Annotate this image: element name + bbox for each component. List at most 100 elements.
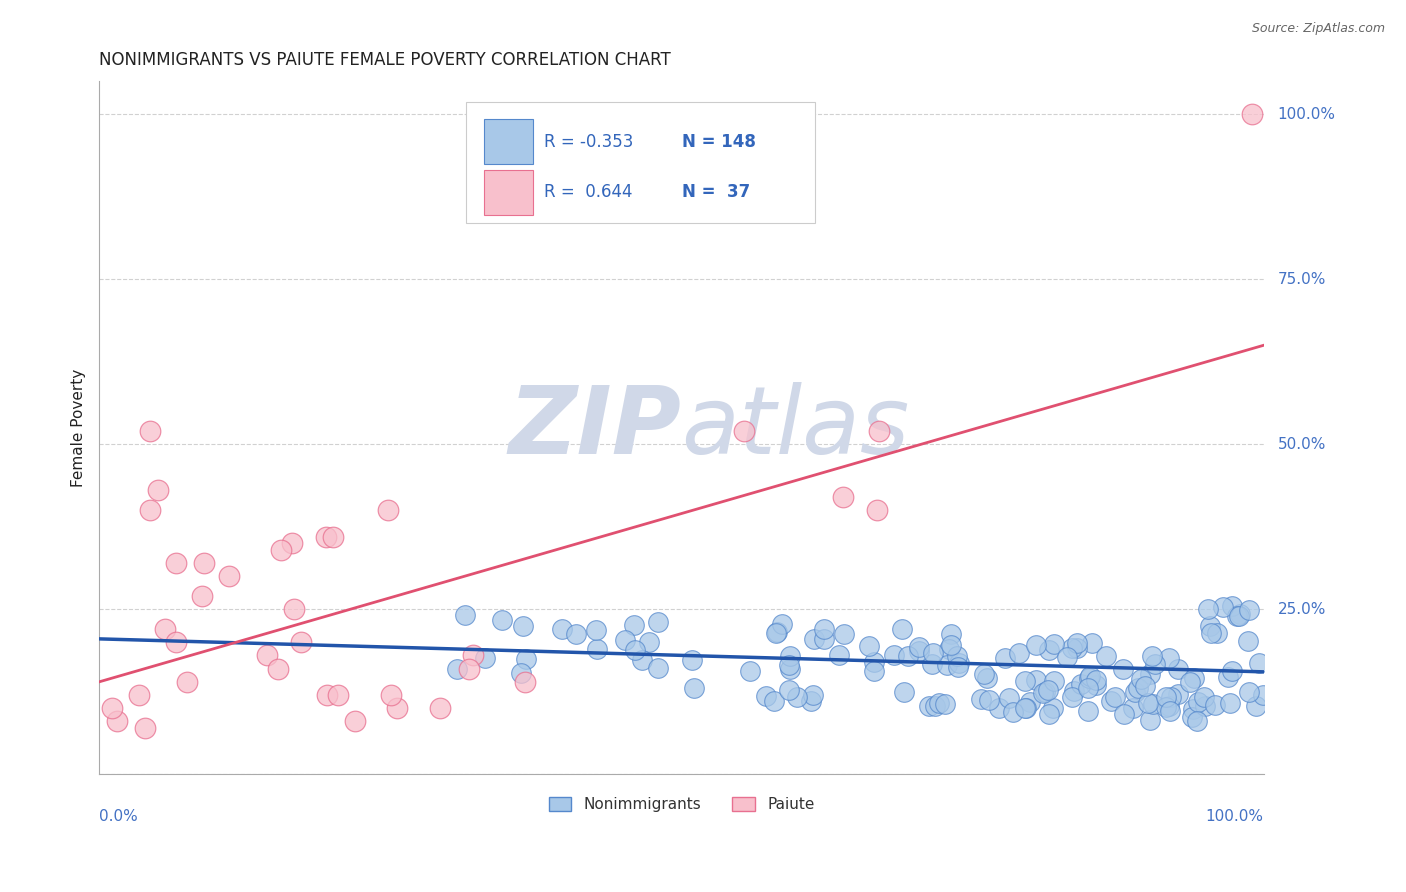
Point <box>1056 649 1078 664</box>
Point <box>779 662 801 676</box>
Text: 0.0%: 0.0% <box>100 809 138 824</box>
Point <box>988 700 1011 714</box>
Point <box>1038 642 1060 657</box>
Point <box>865 503 887 517</box>
Point <box>267 662 290 676</box>
Point <box>862 655 884 669</box>
Point <box>897 649 920 664</box>
Point <box>948 660 970 674</box>
Point <box>973 667 995 681</box>
Text: Source: ZipAtlas.com: Source: ZipAtlas.com <box>1251 22 1385 36</box>
Point <box>1142 697 1164 711</box>
Point <box>176 674 198 689</box>
Point <box>1251 688 1274 702</box>
Point <box>755 690 778 704</box>
Text: NONIMMIGRANTS VS PAIUTE FEMALE POVERTY CORRELATION CHART: NONIMMIGRANTS VS PAIUTE FEMALE POVERTY C… <box>100 51 671 69</box>
Point <box>733 424 755 438</box>
Point <box>385 701 408 715</box>
Point <box>510 665 533 680</box>
Point <box>1077 704 1099 718</box>
Point <box>165 635 187 649</box>
Point <box>970 691 993 706</box>
Point <box>683 681 706 696</box>
Point <box>938 642 960 657</box>
Point <box>908 640 931 655</box>
Point <box>1129 673 1152 687</box>
Point <box>134 721 156 735</box>
Point <box>1204 698 1226 713</box>
Point <box>1019 695 1042 709</box>
Point <box>105 714 128 729</box>
Point <box>1139 667 1161 681</box>
Point <box>778 682 800 697</box>
Point <box>190 589 212 603</box>
Legend: Nonimmigrants, Paiute: Nonimmigrants, Paiute <box>543 791 821 819</box>
Point <box>1144 657 1167 672</box>
Point <box>918 698 941 713</box>
Point <box>1229 607 1251 622</box>
Point <box>939 639 962 653</box>
Point <box>939 627 962 641</box>
Point <box>461 648 484 663</box>
Point <box>1025 673 1047 687</box>
Point <box>1156 690 1178 705</box>
Point <box>515 652 537 666</box>
Point <box>1001 705 1024 719</box>
Point <box>474 650 496 665</box>
Point <box>1025 638 1047 652</box>
Point <box>786 690 808 704</box>
Text: 50.0%: 50.0% <box>1278 437 1326 451</box>
Point <box>762 693 785 707</box>
Point <box>1218 670 1240 684</box>
Point <box>766 625 789 640</box>
Text: 75.0%: 75.0% <box>1278 272 1326 287</box>
Point <box>803 632 825 646</box>
Point <box>623 617 645 632</box>
Text: atlas: atlas <box>682 383 910 474</box>
Point <box>380 688 402 702</box>
Point <box>165 556 187 570</box>
Point <box>1043 637 1066 651</box>
Point <box>1123 685 1146 699</box>
Point <box>1008 646 1031 660</box>
Point <box>813 632 835 646</box>
Point <box>281 536 304 550</box>
Point <box>1240 107 1263 121</box>
Text: N = 148: N = 148 <box>682 133 755 151</box>
Point <box>1014 674 1036 689</box>
Point <box>1133 679 1156 693</box>
Point <box>1178 675 1201 690</box>
Point <box>585 624 607 638</box>
Point <box>148 483 170 498</box>
Point <box>1062 690 1084 705</box>
Point <box>1220 599 1243 613</box>
Point <box>623 643 645 657</box>
Point <box>1197 602 1219 616</box>
Point <box>813 622 835 636</box>
Point <box>1077 671 1099 685</box>
Point <box>1237 634 1260 648</box>
Point <box>1085 673 1108 687</box>
Point <box>1077 681 1099 695</box>
Point <box>868 424 890 438</box>
Point <box>1199 619 1222 633</box>
Point <box>827 648 849 662</box>
Point <box>290 635 312 649</box>
Point <box>928 696 950 710</box>
Text: R = -0.353: R = -0.353 <box>544 133 634 151</box>
Point <box>139 503 162 517</box>
Point <box>1038 707 1060 722</box>
Point <box>1187 694 1209 708</box>
Point <box>681 653 703 667</box>
Point <box>1066 641 1088 656</box>
Point <box>1112 662 1135 676</box>
Point <box>1099 694 1122 708</box>
FancyBboxPatch shape <box>484 120 533 164</box>
Point <box>948 656 970 670</box>
Point <box>1199 626 1222 640</box>
Point <box>1043 674 1066 689</box>
FancyBboxPatch shape <box>467 102 815 223</box>
Point <box>863 664 886 678</box>
Point <box>283 602 305 616</box>
Point <box>946 648 969 663</box>
